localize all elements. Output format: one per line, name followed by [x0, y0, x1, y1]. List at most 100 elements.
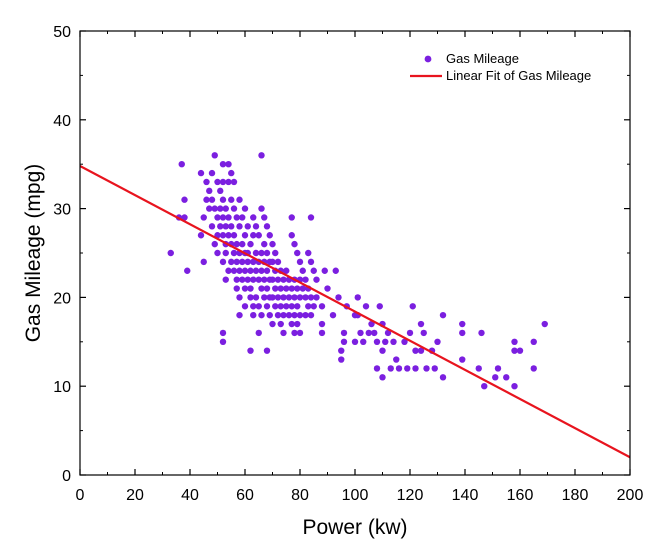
data-point: [420, 329, 427, 337]
data-point: [307, 311, 315, 319]
data-point: [181, 214, 188, 221]
data-point: [236, 267, 243, 274]
x-tick-label: 40: [181, 487, 199, 504]
data-point: [217, 205, 224, 212]
data-point: [318, 303, 326, 310]
data-point: [274, 311, 282, 319]
data-point: [318, 320, 326, 328]
legend-label-gas-mileage: Gas Mileage: [446, 51, 519, 66]
data-point: [291, 240, 298, 248]
data-point: [269, 294, 276, 301]
data-point: [263, 285, 271, 292]
data-point: [244, 276, 251, 283]
data-point: [283, 285, 290, 292]
data-point: [255, 329, 262, 337]
data-point: [217, 223, 224, 230]
data-point: [211, 205, 218, 212]
data-point: [373, 365, 381, 372]
data-point: [302, 311, 309, 319]
data-point: [296, 329, 304, 337]
data-point: [181, 196, 188, 203]
data-point: [241, 303, 249, 310]
data-point: [233, 276, 240, 283]
linear-fit-line: [80, 165, 630, 459]
data-point: [225, 267, 232, 274]
data-point: [357, 329, 364, 337]
data-point: [219, 214, 227, 221]
data-point: [203, 178, 210, 186]
y-tick-label: 40: [53, 113, 71, 130]
data-point: [228, 196, 235, 203]
data-point: [263, 249, 271, 257]
data-point: [277, 285, 284, 292]
data-point: [244, 258, 251, 266]
data-point: [409, 303, 416, 310]
data-point: [492, 374, 499, 381]
x-tick-label: 160: [507, 487, 534, 504]
x-tick-label: 0: [76, 487, 85, 504]
data-point: [401, 338, 408, 345]
data-point: [307, 214, 315, 221]
data-point: [288, 214, 295, 221]
data-point: [439, 374, 447, 381]
data-point: [222, 276, 229, 283]
data-point: [269, 240, 276, 248]
data-point: [511, 383, 518, 390]
data-point: [305, 249, 312, 257]
data-point: [241, 205, 249, 212]
data-point: [208, 196, 216, 203]
data-point: [503, 374, 510, 381]
data-point: [478, 329, 485, 337]
data-point: [390, 338, 397, 345]
data-point: [335, 294, 342, 301]
data-point: [318, 329, 326, 337]
data-point: [307, 294, 315, 301]
data-point: [475, 365, 482, 372]
data-point: [307, 258, 315, 266]
data-point: [219, 258, 227, 266]
data-point: [379, 347, 386, 354]
data-point: [305, 303, 312, 310]
data-point: [247, 285, 254, 292]
data-point: [255, 276, 262, 283]
data-point: [439, 311, 447, 319]
data-point: [258, 205, 265, 212]
data-point: [239, 240, 246, 248]
data-point: [222, 249, 229, 257]
data-point: [280, 294, 287, 301]
data-point: [263, 347, 271, 354]
data-point: [261, 294, 268, 301]
data-point: [233, 258, 240, 266]
data-point: [250, 258, 257, 266]
data-point: [225, 178, 232, 186]
data-point: [239, 276, 246, 283]
legend-marker-gas-mileage: [424, 55, 432, 63]
data-point: [283, 303, 290, 310]
data-point: [294, 249, 301, 257]
data-point: [393, 356, 400, 363]
data-point: [225, 161, 232, 168]
data-point: [296, 258, 304, 266]
data-point: [203, 196, 210, 203]
data-point: [252, 223, 260, 230]
data-point: [197, 232, 205, 239]
data-point: [280, 311, 287, 319]
data-point: [294, 320, 301, 328]
data-point: [338, 356, 345, 363]
data-point: [387, 365, 394, 372]
data-point: [274, 258, 282, 266]
y-tick-label: 0: [62, 468, 71, 485]
data-point: [178, 161, 185, 168]
data-point: [225, 232, 232, 239]
y-tick-label: 30: [53, 202, 71, 219]
data-point: [211, 152, 218, 159]
data-point: [230, 249, 238, 257]
data-point: [434, 338, 441, 345]
data-point: [494, 365, 502, 372]
data-point: [373, 338, 381, 345]
data-point: [261, 214, 268, 221]
legend-label-linear-fit: Linear Fit of Gas Mileage: [446, 68, 591, 83]
data-point: [382, 338, 389, 345]
data-point: [530, 338, 537, 345]
data-point: [313, 276, 320, 283]
